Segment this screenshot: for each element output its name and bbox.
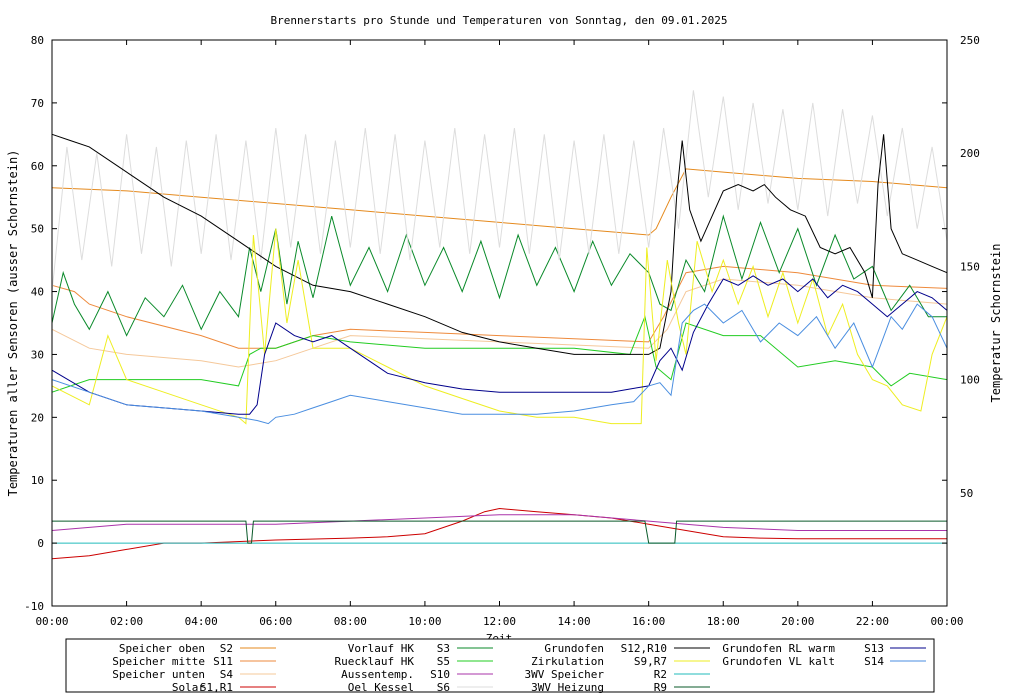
legend-label: Vorlauf HK bbox=[348, 642, 415, 655]
x-tick-label: 14:00 bbox=[558, 615, 591, 628]
x-tick-label: 00:00 bbox=[930, 615, 963, 628]
legend-label: Grundofen VL kalt bbox=[722, 655, 835, 668]
series-line-5 bbox=[51, 214, 947, 337]
axes-layer: -10 0 10 20 30 40 50 60 70 80 50 100 150 200 250 00:00 0… bbox=[24, 34, 980, 628]
y-tick-label: 40 bbox=[31, 286, 44, 299]
legend-code: R2 bbox=[654, 668, 667, 681]
legend-label: 3WV Heizung bbox=[531, 681, 604, 694]
x-tick-label: 06:00 bbox=[259, 615, 292, 628]
legend-code: S14 bbox=[864, 655, 884, 668]
legend-code: S3 bbox=[437, 642, 450, 655]
legend-label: Zirkulation bbox=[531, 655, 604, 668]
x-tick-label: 12:00 bbox=[483, 615, 516, 628]
legend-code: S11 bbox=[213, 655, 233, 668]
series-line-3 bbox=[51, 278, 948, 368]
series-line-9 bbox=[51, 133, 948, 355]
y-tick-label: 20 bbox=[31, 411, 44, 424]
series-line-14 bbox=[51, 303, 948, 425]
legend-label: Oel Kessel bbox=[348, 681, 414, 694]
legend-code: S4 bbox=[220, 668, 234, 681]
y2-tick-label: 200 bbox=[960, 147, 980, 160]
legend-label: Speicher oben bbox=[119, 642, 205, 655]
legend-label: Speicher mitte bbox=[112, 655, 205, 668]
y-tick-label: -10 bbox=[24, 600, 44, 613]
y-tick-label: 0 bbox=[37, 537, 44, 550]
y-tick-label: 30 bbox=[31, 348, 44, 361]
legend-code: S12,R10 bbox=[621, 642, 667, 655]
legend-code: S6 bbox=[437, 681, 450, 694]
y-tick-label: 60 bbox=[31, 160, 44, 173]
x-tick-label: 18:00 bbox=[707, 615, 740, 628]
legend-label: Aussentemp. bbox=[341, 668, 414, 681]
legend-code: S1,R1 bbox=[200, 681, 233, 694]
y-tick-label: 80 bbox=[31, 34, 44, 47]
series-line-8 bbox=[51, 90, 948, 292]
series-line-6 bbox=[51, 315, 948, 393]
y2-tick-label: 250 bbox=[960, 34, 980, 47]
legend-box bbox=[65, 638, 935, 693]
y2-tick-label: 50 bbox=[960, 487, 973, 500]
y2-tick-label: 100 bbox=[960, 374, 980, 387]
x-tick-label: 22:00 bbox=[856, 615, 889, 628]
legend-label: Ruecklauf HK bbox=[335, 655, 415, 668]
series-line-2 bbox=[51, 265, 948, 349]
series-layer bbox=[51, 90, 948, 560]
x-tick-label: 00:00 bbox=[35, 615, 68, 628]
legend-label: Grundofen RL warm bbox=[722, 642, 835, 655]
x-tick-label: 02:00 bbox=[110, 615, 143, 628]
chart-title: Brennerstarts pro Stunde und Temperature… bbox=[271, 14, 728, 27]
y-tick-label: 10 bbox=[31, 474, 44, 487]
x-tick-label: 16:00 bbox=[632, 615, 665, 628]
x-tick-label: 08:00 bbox=[334, 615, 367, 628]
legend-code: S10 bbox=[430, 668, 450, 681]
series-line-1 bbox=[51, 168, 948, 236]
series-line-4 bbox=[51, 507, 947, 560]
legend-code: S13 bbox=[864, 642, 884, 655]
y-axis-label: Temperaturen aller Sensoren (ausser Scho… bbox=[6, 150, 20, 497]
legend-code: S9,R7 bbox=[634, 655, 667, 668]
legend-code: S2 bbox=[220, 642, 233, 655]
x-tick-label: 04:00 bbox=[185, 615, 218, 628]
legend-label: Speicher unten bbox=[112, 668, 205, 681]
legend-label: Solar bbox=[172, 681, 205, 694]
y-tick-label: 50 bbox=[31, 223, 44, 236]
x-tick-label: 10:00 bbox=[408, 615, 441, 628]
series-line-12 bbox=[52, 520, 947, 544]
y2-tick-label: 150 bbox=[960, 260, 980, 273]
legend-label: 3WV Speicher bbox=[525, 668, 605, 681]
series-line-13 bbox=[51, 275, 948, 415]
series-line-7 bbox=[51, 514, 947, 531]
legend-label: Grundofen bbox=[544, 642, 604, 655]
x-tick-label: 20:00 bbox=[781, 615, 814, 628]
legend: Speicher oben S2 Speicher mitte S11 Speicher… bbox=[112, 642, 926, 694]
y-tick-label: 70 bbox=[31, 97, 44, 110]
legend-code: R9 bbox=[654, 681, 667, 694]
series-line-10 bbox=[51, 228, 948, 425]
y2-axis-label: Temperatur Schornstein bbox=[989, 244, 1003, 403]
legend-code: S5 bbox=[437, 655, 450, 668]
